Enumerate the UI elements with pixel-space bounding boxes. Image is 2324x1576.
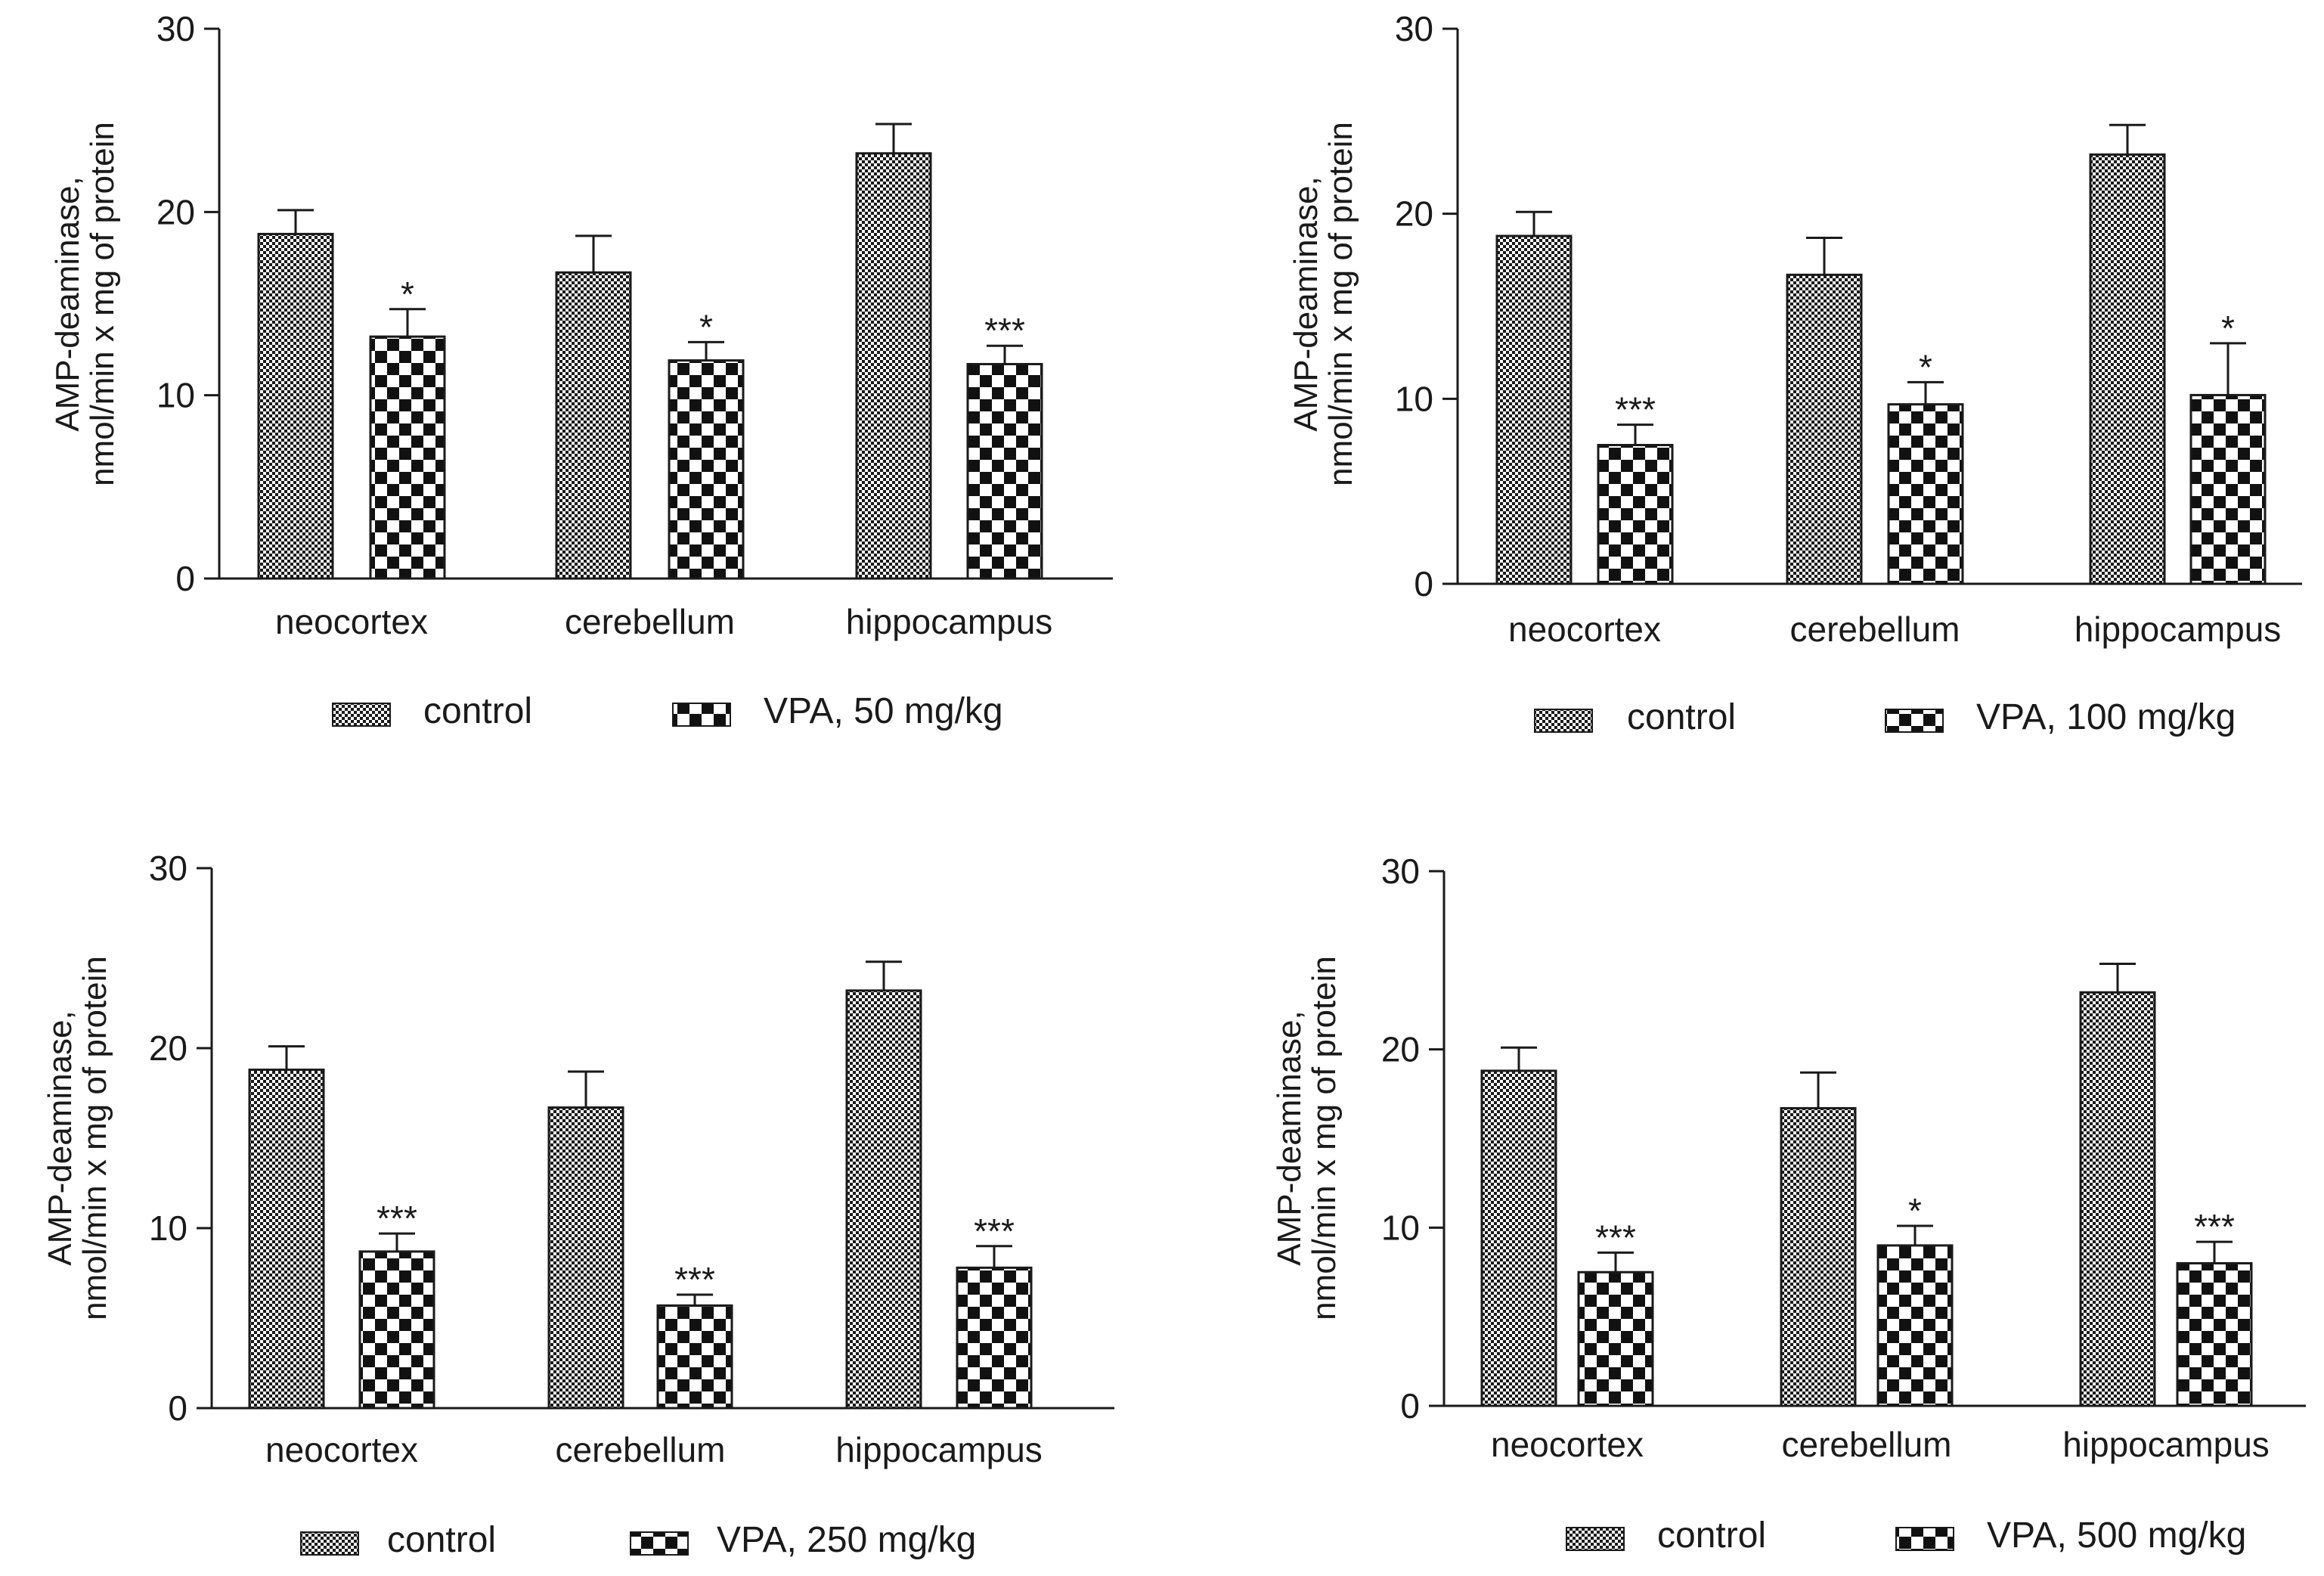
bar-vpa-cerebellum [1876, 1244, 1954, 1407]
significance-marker: * [1908, 1191, 1922, 1230]
y-axis-title-line2: nmol/min x mg of protein [1322, 122, 1359, 486]
y-axis-title-line1: AMP-deaminase, [49, 176, 86, 431]
bar-control-hippocampus [2079, 991, 2156, 1407]
legend-swatch-control [332, 703, 391, 727]
legend-label-control: control [1627, 697, 1736, 737]
x-tick-label-cerebellum: cerebellum [556, 1430, 726, 1469]
y-tick-label: 10 [1381, 1208, 1420, 1247]
x-tick-label-neocortex: neocortex [1508, 610, 1661, 649]
significance-marker: *** [674, 1260, 715, 1299]
legend: control VPA, 100 mg/kg [1534, 697, 2236, 737]
x-tick-label-cerebellum: cerebellum [1782, 1425, 1952, 1464]
x-tick-label-hippocampus: hippocampus [835, 1430, 1043, 1469]
chart-panel-3: 0 10 20 30 AMP-deaminase,nmol/min x mg of pr… [42, 848, 1114, 1560]
bar-vpa-cerebellum [668, 359, 745, 580]
x-tick-label-hippocampus: hippocampus [846, 602, 1053, 641]
significance-marker: *** [984, 311, 1025, 350]
legend-label-control: control [423, 691, 532, 731]
bar-control-neocortex [1480, 1069, 1557, 1407]
y-tick-label: 30 [149, 848, 187, 888]
x-tick-label-neocortex: neocortex [1491, 1425, 1644, 1464]
chart-panel-2: 0 10 20 30 AMP-deaminase,nmol/min x mg of pr… [1287, 9, 2302, 737]
significance-marker: *** [974, 1211, 1015, 1251]
y-tick-label: 10 [156, 376, 195, 415]
x-tick-label-cerebellum: cerebellum [1790, 610, 1960, 649]
bar-vpa-cerebellum [656, 1304, 733, 1410]
x-tick-label-hippocampus: hippocampus [2075, 610, 2282, 649]
bar-vpa-hippocampus [2189, 393, 2267, 585]
x-tick-label-hippocampus: hippocampus [2062, 1425, 2270, 1464]
significance-marker: * [1919, 347, 1932, 386]
x-tick-label-neocortex: neocortex [265, 1430, 418, 1469]
legend-label-vpa: VPA, 250 mg/kg [717, 1520, 976, 1560]
y-tick-label: 0 [1414, 564, 1433, 603]
bar-vpa-neocortex [1577, 1270, 1654, 1407]
significance-marker: * [2221, 309, 2235, 348]
legend-swatch-control [1534, 709, 1593, 733]
bar-control-hippocampus [855, 152, 932, 580]
legend-label-control: control [387, 1520, 496, 1560]
bar-control-neocortex [248, 1069, 325, 1410]
significance-marker: *** [376, 1199, 417, 1238]
significance-marker: *** [1595, 1218, 1636, 1257]
legend-swatch-vpa [672, 703, 731, 727]
y-axis-title-line1: AMP-deaminase, [1271, 1010, 1308, 1265]
y-axis-title-line1: AMP-deaminase, [1287, 176, 1325, 431]
bar-vpa-hippocampus [966, 362, 1043, 580]
significance-marker: * [699, 307, 713, 346]
y-axis-title-line2: nmol/min x mg of protein [1306, 956, 1343, 1320]
bar-control-cerebellum [1780, 1106, 1857, 1407]
bar-vpa-neocortex [358, 1250, 435, 1410]
y-axis-title-line1: AMP-deaminase, [42, 1010, 79, 1265]
legend-label-vpa: VPA, 500 mg/kg [1987, 1516, 2246, 1556]
y-axis-title-line2: nmol/min x mg of protein [76, 956, 113, 1320]
y-tick-label: 30 [1381, 852, 1420, 891]
bar-vpa-neocortex [369, 335, 446, 580]
significance-marker: * [401, 275, 414, 314]
bar-vpa-hippocampus [956, 1266, 1033, 1410]
legend: control VPA, 250 mg/kg [300, 1520, 976, 1560]
y-tick-label: 10 [149, 1208, 187, 1248]
y-tick-label: 0 [175, 559, 195, 598]
legend-label-vpa: VPA, 100 mg/kg [1976, 697, 2236, 737]
bar-control-cerebellum [1786, 273, 1863, 585]
bar-control-neocortex [257, 232, 334, 580]
y-tick-label: 20 [156, 192, 195, 231]
x-tick-label-neocortex: neocortex [275, 602, 428, 641]
y-axis-title-line2: nmol/min x mg of protein [84, 122, 121, 486]
y-tick-label: 20 [1395, 194, 1433, 234]
y-tick-label: 20 [1381, 1030, 1420, 1069]
y-tick-label: 0 [168, 1388, 187, 1428]
legend-swatch-control [1566, 1527, 1625, 1551]
legend: control VPA, 500 mg/kg [1566, 1516, 2246, 1556]
bar-vpa-neocortex [1597, 444, 1674, 585]
y-tick-label: 20 [149, 1028, 187, 1068]
bar-vpa-cerebellum [1887, 403, 1964, 585]
chart-panel-1: 0 10 20 30 AMP-deaminase,nmol/min x mg of pr… [49, 9, 1113, 731]
y-tick-label: 10 [1395, 379, 1433, 418]
legend-swatch-vpa [1885, 709, 1944, 733]
bar-control-cerebellum [555, 271, 632, 580]
y-tick-label: 30 [156, 9, 195, 48]
bar-control-hippocampus [2089, 153, 2166, 585]
y-tick-label: 0 [1400, 1386, 1420, 1426]
significance-marker: *** [2194, 1207, 2235, 1246]
legend-swatch-control [300, 1531, 359, 1556]
significance-marker: *** [1615, 390, 1656, 430]
legend: control VPA, 50 mg/kg [332, 691, 1003, 731]
bar-vpa-hippocampus [2176, 1261, 2253, 1407]
x-tick-label-cerebellum: cerebellum [565, 602, 735, 641]
legend-swatch-vpa [630, 1531, 689, 1556]
legend-label-vpa: VPA, 50 mg/kg [764, 691, 1003, 731]
bar-control-neocortex [1495, 234, 1573, 585]
legend-label-control: control [1657, 1516, 1766, 1556]
bar-control-hippocampus [845, 989, 922, 1410]
bar-control-cerebellum [547, 1106, 624, 1410]
y-tick-label: 30 [1395, 9, 1433, 48]
chart-panel-4: 0 10 20 30 AMP-deaminase,nmol/min x mg of pr… [1271, 852, 2306, 1556]
legend-swatch-vpa [1895, 1527, 1954, 1551]
